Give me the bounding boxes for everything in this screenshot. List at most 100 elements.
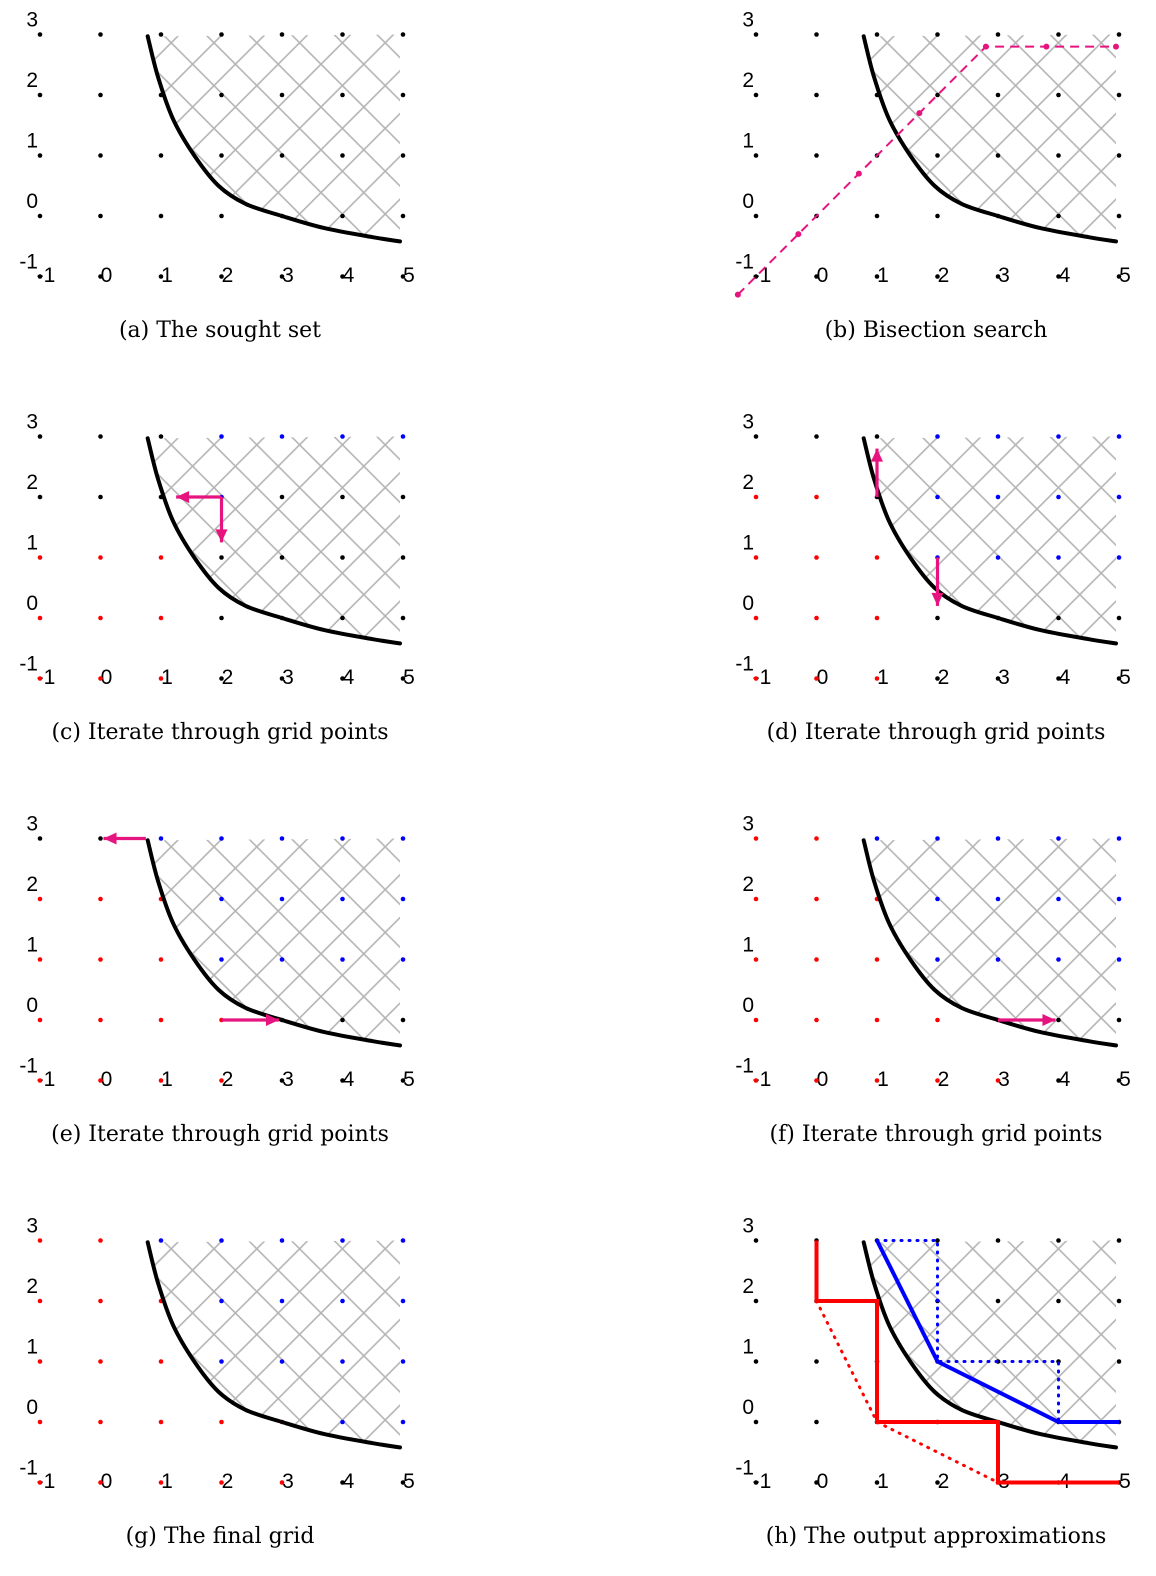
grid-point-inside: [935, 434, 940, 439]
grid-point-inside: [400, 1238, 406, 1243]
step-arrow-head: [265, 1014, 279, 1026]
grid-point-outside: [158, 957, 164, 962]
grid-point-outside: [874, 555, 880, 560]
grid-point-inside: [340, 1238, 345, 1243]
grid-point: [340, 1078, 345, 1083]
y-tick-label: 0: [26, 1396, 38, 1419]
panel-b: -1 0 1 2 3 4 5 -1 0 1 2 3 (b) Bisection search: [716, 0, 1156, 370]
grid-point: [1056, 1238, 1061, 1243]
grid-point-outside: [98, 1238, 103, 1243]
grid-point-inside: [400, 836, 406, 841]
boundary-curve: [145, 436, 402, 646]
grid-point: [753, 92, 759, 98]
x-tick-label: 4: [1059, 1068, 1071, 1091]
grid-point: [995, 1238, 1001, 1243]
x-tick-label: 2: [222, 1470, 234, 1493]
grid-point-inside: [995, 836, 1001, 841]
grid-point-outside: [37, 1359, 43, 1364]
grid-point-outside: [98, 1359, 103, 1364]
y-tick-label: 1: [26, 130, 38, 153]
grid-point-outside: [98, 957, 103, 962]
grid-point: [219, 615, 224, 621]
grid-point: [935, 153, 940, 158]
x-tick-label: 1: [877, 1068, 889, 1091]
grid-point: [37, 213, 43, 219]
grid-point: [814, 434, 819, 439]
boundary-curve: [861, 1240, 1118, 1450]
grid-point: [340, 1480, 345, 1485]
grid-point-inside: [400, 896, 406, 902]
boundary-curve: [861, 436, 1118, 646]
grid-point-inside: [1056, 434, 1061, 439]
grid-point-inside: [1116, 555, 1122, 560]
panel-g: -1 0 1 2 3 4 5 -1 0 1 2 3 (g) The final grid: [0, 1206, 440, 1576]
grid-point-outside: [814, 676, 819, 681]
grid-point: [1116, 1359, 1122, 1364]
y-tick-label: 0: [26, 592, 38, 615]
grid-point-inside: [279, 957, 285, 962]
x-tick-label: 3: [282, 666, 294, 689]
grid-point: [400, 676, 406, 681]
grid-point-outside: [37, 1480, 43, 1485]
y-tick-label: 3: [742, 9, 754, 32]
grid-point-inside: [400, 957, 406, 962]
grid-point: [935, 1238, 940, 1243]
grid-point-outside: [219, 1419, 224, 1425]
grid-point: [98, 434, 103, 439]
grid-point-inside: [279, 1359, 285, 1364]
grid-point: [995, 274, 1001, 279]
grid-point-inside: [935, 836, 940, 841]
grid-point: [1116, 1238, 1122, 1243]
bisection-point: [855, 170, 862, 177]
grid-point-outside: [158, 615, 164, 621]
x-tick-label: 3: [282, 1470, 294, 1493]
grid-point: [400, 555, 406, 560]
x-tick-label: 5: [403, 1470, 415, 1493]
inner-approximation: [875, 1239, 1119, 1424]
grid-point-outside: [158, 1419, 164, 1425]
y-tick-label: -1: [735, 1457, 754, 1480]
x-tick-label: 3: [998, 666, 1010, 689]
grid-point-outside: [814, 494, 819, 500]
grid-point-inside: [1056, 896, 1061, 902]
bisection-point: [1043, 43, 1050, 50]
grid-point: [279, 1078, 285, 1083]
grid-point-outside: [874, 676, 880, 681]
grid-point-outside: [37, 957, 43, 962]
y-tick-label: 2: [26, 69, 38, 92]
grid-point: [935, 213, 940, 219]
x-tick-label: 0: [817, 1470, 829, 1493]
grid-point-inside: [340, 434, 345, 439]
grid-point: [219, 92, 224, 98]
step-arrow-head: [176, 491, 190, 503]
x-tick-label: 0: [101, 1068, 113, 1091]
grid-point-outside: [814, 555, 819, 560]
grid-point: [340, 213, 345, 219]
x-tick-label: 2: [938, 1470, 950, 1493]
x-tick-label: 1: [877, 1470, 889, 1493]
y-tick-label: 2: [26, 1275, 38, 1298]
x-tick-label: 4: [1059, 666, 1071, 689]
grid-point-outside: [98, 1298, 103, 1304]
grid-point-inside: [219, 896, 224, 902]
grid-point: [874, 213, 880, 219]
grid-point: [400, 1017, 406, 1023]
grid-point: [995, 92, 1001, 98]
bisection-point: [916, 110, 923, 117]
x-tick-label: 2: [222, 666, 234, 689]
grid-point-outside: [158, 1078, 164, 1083]
grid-point-outside: [753, 1017, 759, 1023]
x-tick-label: 2: [938, 666, 950, 689]
panel-f: -1 0 1 2 3 4 5 -1 0 1 2 3 (f) Iterate through grid …: [716, 804, 1156, 1174]
x-tick-label: 2: [222, 264, 234, 287]
x-tick-label: -1: [753, 1470, 772, 1493]
x-tick-label: 5: [403, 666, 415, 689]
grid-point-outside: [874, 957, 880, 962]
grid-point: [98, 494, 103, 500]
y-tick-label: 0: [742, 994, 754, 1017]
y-tick-label: -1: [19, 251, 38, 274]
y-tick-label: 1: [26, 532, 38, 555]
grid-point: [400, 1480, 406, 1485]
grid-point-inside: [1116, 896, 1122, 902]
x-tick-label: 3: [998, 264, 1010, 287]
